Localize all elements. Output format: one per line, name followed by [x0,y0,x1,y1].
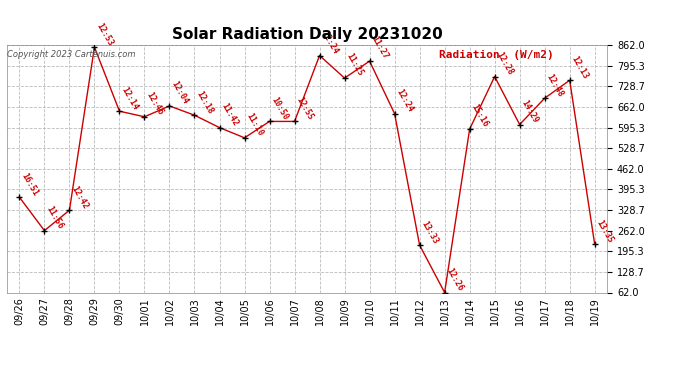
Text: 11:42: 11:42 [219,102,240,128]
Text: 12:48: 12:48 [544,72,565,98]
Text: 12:13: 12:13 [570,54,590,80]
Text: 12:28: 12:28 [495,50,515,76]
Text: 12:24: 12:24 [395,87,415,114]
Title: Solar Radiation Daily 20231020: Solar Radiation Daily 20231020 [172,27,442,42]
Text: 12:14: 12:14 [119,85,140,111]
Text: 12:24: 12:24 [319,29,340,56]
Text: 12:26: 12:26 [444,266,465,292]
Text: 12:55: 12:55 [295,95,315,122]
Text: 12:18: 12:18 [195,89,215,115]
Text: Radiation  (W/m2): Radiation (W/m2) [439,50,554,60]
Text: 12:04: 12:04 [170,80,190,106]
Text: Copyright 2023 Cartenuis.com: Copyright 2023 Cartenuis.com [7,50,135,59]
Text: 16:51: 16:51 [19,171,40,197]
Text: 11:25: 11:25 [344,52,365,78]
Text: 10:50: 10:50 [270,95,290,122]
Text: 11:56: 11:56 [44,204,65,231]
Text: 14:29: 14:29 [520,98,540,124]
Text: 12:42: 12:42 [70,184,90,210]
Text: 11:27: 11:27 [370,35,390,61]
Text: 13:33: 13:33 [420,219,440,245]
Text: 13:35: 13:35 [595,218,615,244]
Text: 11:10: 11:10 [244,112,265,138]
Text: 15:16: 15:16 [470,103,490,129]
Text: 12:46: 12:46 [144,91,165,117]
Text: 12:53: 12:53 [95,21,115,47]
